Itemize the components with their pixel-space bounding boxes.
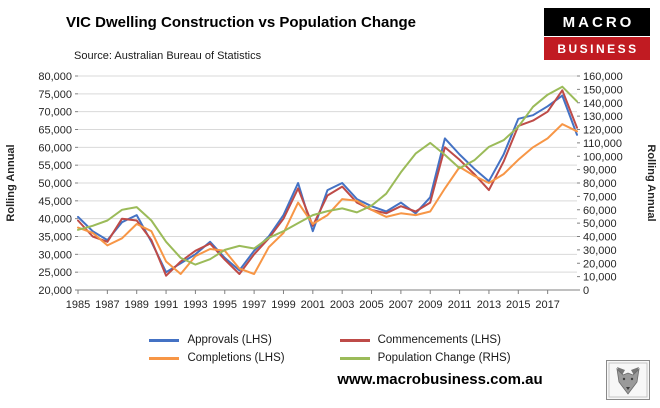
legend-swatch — [339, 338, 370, 342]
y-right-tick-label: 150,000 — [583, 84, 623, 96]
y-left-tick-label: 60,000 — [38, 142, 72, 154]
legend-swatch — [339, 356, 370, 360]
y-left-tick-label: 45,000 — [38, 196, 72, 208]
y-left-tick-label: 55,000 — [38, 160, 72, 172]
x-tick-label: 1999 — [271, 299, 295, 311]
y-right-tick-label: 40,000 — [583, 232, 617, 244]
y-right-tick-label: 100,000 — [583, 151, 623, 163]
y-left-tick-label: 50,000 — [38, 178, 72, 190]
y-right-tick-label: 60,000 — [583, 205, 617, 217]
y-right-tick-label: 20,000 — [583, 258, 617, 270]
x-tick-label: 1995 — [213, 299, 237, 311]
x-tick-label: 2011 — [448, 299, 472, 311]
chart-legend: Approvals (LHS) Commencements (LHS) Comple… — [149, 334, 511, 364]
y-right-tick-label: 0 — [583, 285, 589, 297]
legend-label: Approvals (LHS) — [187, 334, 272, 346]
series-line-completions-lhs — [77, 123, 578, 275]
y-right-tick-label: 80,000 — [583, 178, 617, 190]
website-url: www.macrobusiness.com.au — [337, 371, 543, 388]
legend-label: Completions (LHS) — [187, 352, 285, 364]
y-left-tick-label: 35,000 — [38, 232, 72, 244]
y-left-tick-label: 70,000 — [38, 107, 72, 119]
y-right-tick-label: 90,000 — [583, 165, 617, 177]
y-right-tick-label: 130,000 — [583, 111, 623, 123]
y-left-tick-label: 20,000 — [38, 285, 72, 297]
legend-label: Commencements (LHS) — [377, 334, 501, 346]
left-axis-title: Rolling Annual — [5, 144, 17, 221]
y-left-tick-label: 75,000 — [38, 89, 72, 101]
y-left-tick-label: 80,000 — [38, 71, 72, 83]
logo-business-text: BUSINESS — [544, 37, 650, 60]
x-tick-label: 2007 — [389, 299, 413, 311]
y-left-tick-label: 25,000 — [38, 267, 72, 279]
macrobusiness-logo: MACRO BUSINESS — [544, 8, 650, 60]
x-tick-label: 2013 — [477, 299, 501, 311]
legend-item-completions-lhs: Completions (LHS) — [149, 352, 285, 364]
y-right-tick-label: 160,000 — [583, 71, 623, 83]
y-right-tick-label: 120,000 — [583, 125, 623, 137]
x-tick-label: 2015 — [506, 299, 530, 311]
x-tick-label: 1991 — [154, 299, 178, 311]
y-right-tick-label: 10,000 — [583, 272, 617, 284]
legend-item-population-change-rhs: Population Change (RHS) — [339, 352, 511, 364]
y-left-tick-label: 30,000 — [38, 249, 72, 261]
wolf-logo-icon — [606, 360, 650, 400]
x-tick-label: 2003 — [330, 299, 354, 311]
x-tick-label: 1987 — [95, 299, 119, 311]
source-note: Source: Australian Bureau of Statistics — [74, 50, 262, 62]
y-right-tick-label: 50,000 — [583, 218, 617, 230]
y-right-tick-label: 110,000 — [583, 138, 622, 150]
x-tick-label: 1993 — [183, 299, 207, 311]
right-axis-title: Rolling Annual — [645, 144, 657, 221]
y-right-tick-label: 140,000 — [583, 98, 623, 110]
x-tick-label: 2005 — [359, 299, 383, 311]
x-tick-label: 2009 — [418, 299, 442, 311]
y-right-tick-label: 30,000 — [583, 245, 617, 257]
logo-macro-text: MACRO — [544, 8, 650, 36]
series-line-population-change-rhs — [77, 85, 578, 266]
legend-item-commencements-lhs: Commencements (LHS) — [339, 334, 511, 346]
y-left-tick-label: 65,000 — [38, 125, 72, 137]
legend-swatch — [149, 338, 180, 342]
y-right-tick-label: 70,000 — [583, 191, 617, 203]
x-tick-label: 2001 — [301, 299, 325, 311]
x-tick-label: 1997 — [242, 299, 266, 311]
x-tick-label: 1989 — [124, 299, 148, 311]
x-tick-label: 2017 — [535, 299, 559, 311]
legend-label: Population Change (RHS) — [377, 352, 511, 364]
chart-title: VIC Dwelling Construction vs Population … — [66, 14, 417, 31]
x-tick-label: 1985 — [66, 299, 90, 311]
chart-svg: 20,000 25,000 30,000 35,000 40,000 45,000 50,0… — [5, 71, 657, 311]
y-left-tick-label: 40,000 — [38, 214, 72, 226]
legend-swatch — [149, 356, 180, 360]
legend-item-approvals-lhs: Approvals (LHS) — [149, 334, 284, 346]
